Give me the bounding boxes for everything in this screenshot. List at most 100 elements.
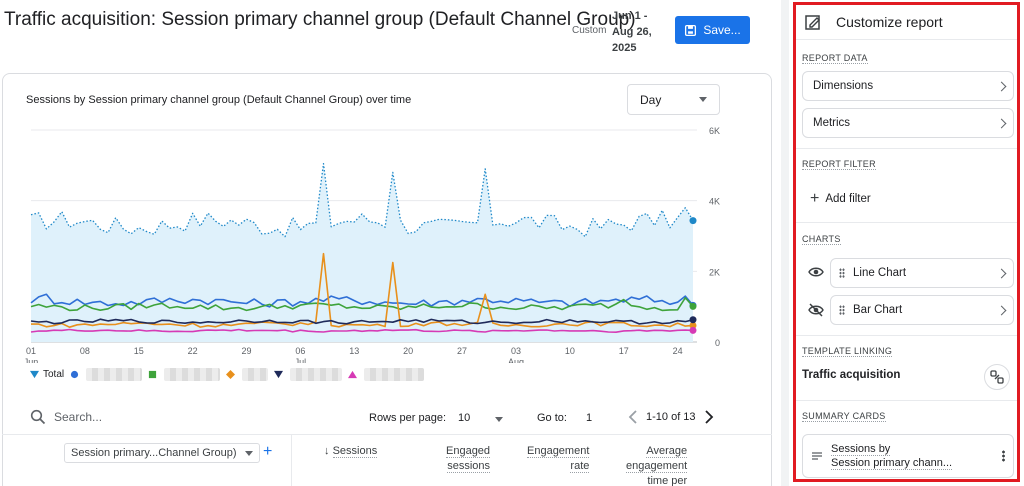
granularity-value: Day	[640, 92, 662, 107]
legend-item[interactable]	[274, 368, 343, 381]
chevron-down-icon[interactable]	[495, 417, 503, 422]
x-tick-label: 01	[26, 346, 36, 356]
legend-item[interactable]	[348, 368, 425, 381]
series-line-s5	[30, 328, 694, 333]
metrics-button[interactable]: Metrics	[802, 108, 1014, 138]
unlink-button[interactable]	[984, 364, 1010, 390]
redacted-label	[164, 368, 221, 381]
date-range-line: Aug 26,	[612, 26, 652, 38]
customize-icon	[805, 15, 820, 30]
redacted-label	[242, 368, 269, 381]
template-name: Traffic acquisition	[802, 369, 901, 381]
column-header-engagement-rate[interactable]: Engagement rate	[527, 444, 590, 474]
x-tick-label: 15	[134, 346, 144, 356]
table-search[interactable]: Search...	[30, 409, 102, 425]
series-end-marker-s5	[689, 326, 697, 334]
y-tick-label: 6K	[709, 126, 720, 136]
add-filter-button[interactable]: + Add filter	[810, 190, 871, 208]
legend-label: Total	[43, 369, 65, 380]
series-end-marker-total	[689, 217, 697, 225]
x-tick-label: 24	[673, 346, 683, 356]
date-range-picker[interactable]: Jun 1 - Aug 26, 2025	[612, 8, 664, 56]
chevron-left-icon[interactable]	[628, 410, 638, 424]
series-line-total	[30, 162, 694, 238]
divider	[796, 148, 1017, 149]
section-template-linking: TEMPLATE LINKING	[802, 346, 893, 357]
metrics-label: Metrics	[813, 117, 851, 129]
drag-handle-icon[interactable]	[839, 305, 845, 315]
card-line: Session primary chann...	[831, 457, 953, 470]
series-line-s2	[30, 297, 694, 312]
page-title: Traffic acquisition: Session primary cha…	[4, 9, 636, 30]
legend-marker-icon	[226, 370, 236, 379]
legend-marker-icon	[149, 370, 157, 379]
drag-handle-icon[interactable]	[839, 268, 845, 278]
section-summary-cards: SUMMARY CARDS	[802, 411, 886, 422]
y-tick-label: 4K	[709, 197, 720, 207]
series-area-total	[31, 163, 693, 342]
pagination: 1-10 of 13	[628, 410, 714, 424]
column-label: engagement	[626, 460, 688, 473]
x-tick-label: 03	[511, 346, 521, 356]
legend-item[interactable]	[226, 368, 269, 381]
chart-title: Sessions by Session primary channel grou…	[26, 94, 412, 106]
goto-label: Go to:	[537, 412, 567, 424]
goto-input[interactable]: 1	[586, 412, 593, 424]
save-button-label: Save...	[703, 23, 741, 37]
section-report-filter: REPORT FILTER	[802, 159, 876, 170]
series-end-marker-s2	[689, 302, 697, 310]
chevron-right-icon[interactable]	[704, 410, 714, 424]
divider	[796, 222, 1017, 223]
dimension-select[interactable]: Session primary...Channel Group)	[64, 443, 260, 463]
chart-legend: Total	[30, 368, 430, 381]
x-tick-label: 13	[349, 346, 359, 356]
granularity-select[interactable]: Day	[627, 84, 720, 115]
date-range-line: Jun 1 -	[612, 10, 648, 22]
bar-chart-item[interactable]: Bar Chart	[830, 295, 1014, 325]
add-filter-label: Add filter	[825, 193, 871, 205]
chevron-right-icon	[996, 118, 1007, 128]
legend-marker-icon	[274, 370, 284, 379]
dimensions-label: Dimensions	[813, 80, 874, 92]
x-tick-label: 06	[295, 346, 305, 356]
line-chart-label: Line Chart	[853, 267, 907, 279]
column-header-engaged-sessions[interactable]: Engaged sessions	[446, 444, 491, 474]
section-charts: CHARTS	[802, 234, 841, 245]
series-line-s1	[30, 293, 694, 308]
dimension-select-value: Session primary...Channel Group)	[71, 447, 237, 459]
summary-card-item[interactable]: Sessions by Session primary chann...	[802, 434, 1014, 478]
rows-per-page-select[interactable]: 10	[458, 412, 471, 424]
scrollbar[interactable]	[781, 0, 789, 486]
add-dimension-icon[interactable]: +	[263, 443, 273, 460]
customize-report-panel: Customize report REPORT DATA Dimensions …	[793, 2, 1020, 482]
more-vert-icon[interactable]	[1002, 450, 1005, 462]
legend-marker-icon	[348, 370, 358, 379]
page-info: 1-10 of 13	[646, 411, 696, 423]
legend-item[interactable]	[148, 368, 221, 381]
legend-item-total[interactable]: Total	[30, 369, 64, 380]
series-line-s4	[30, 318, 694, 325]
series-line-s3	[31, 252, 694, 328]
column-header-sessions[interactable]: ↓ Sessions	[324, 444, 378, 459]
column-label: Engaged	[446, 445, 491, 458]
column-label: Engagement	[527, 445, 590, 458]
column-label: Average	[646, 445, 688, 458]
legend-item[interactable]	[70, 368, 143, 381]
redacted-label	[364, 368, 425, 381]
search-input[interactable]: Search...	[54, 410, 103, 424]
save-button[interactable]: Save...	[675, 16, 750, 44]
date-range-line: 2025	[612, 42, 637, 54]
panel-header: Customize report	[804, 13, 943, 31]
eye-off-icon[interactable]	[808, 302, 824, 318]
column-header-avg-engagement-time[interactable]: Average engagement time per	[626, 444, 688, 486]
x-tick-month: Jul	[295, 357, 307, 363]
chevron-down-icon	[699, 97, 707, 102]
line-chart-item[interactable]: Line Chart	[830, 258, 1014, 288]
dimensions-button[interactable]: Dimensions	[802, 71, 1014, 101]
eye-icon[interactable]	[808, 264, 824, 280]
column-label: time per	[647, 475, 688, 486]
panel-title: Customize report	[836, 14, 943, 30]
x-tick-month: Aug	[508, 357, 524, 363]
chevron-down-icon	[245, 450, 253, 456]
chevron-right-icon	[996, 81, 1007, 91]
